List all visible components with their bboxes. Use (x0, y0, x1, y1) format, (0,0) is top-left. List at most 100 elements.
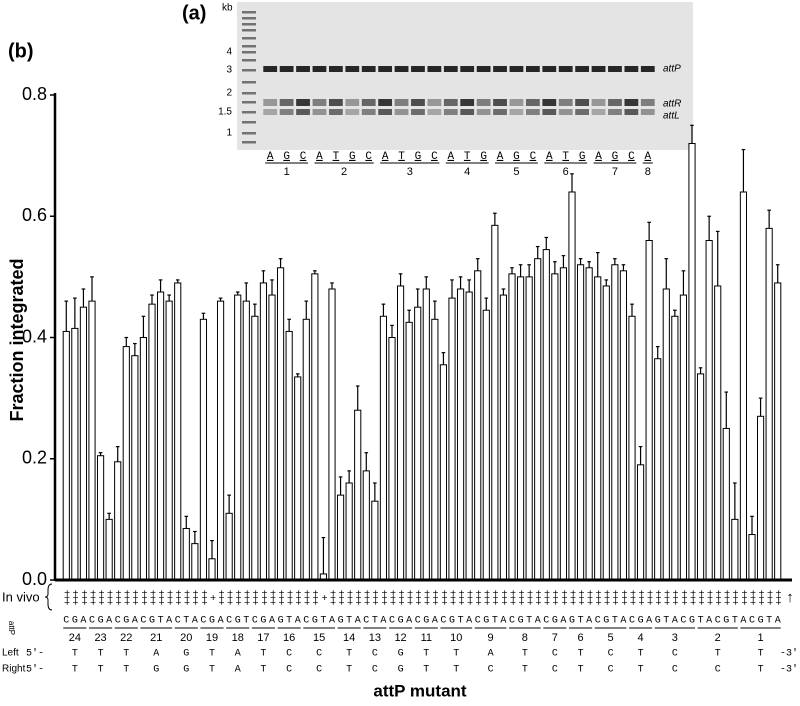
bar (585, 267, 593, 581)
bar (414, 306, 422, 581)
gel-band (591, 109, 606, 115)
lane-letter: G (480, 151, 487, 163)
in-vivo-mark: +++ (549, 590, 560, 606)
error-bar (227, 494, 231, 514)
in-vivo-mark: +++ (344, 590, 355, 606)
in-vivo-mark: +++ (618, 590, 629, 606)
group-label: 3 (672, 632, 678, 644)
error-bar (570, 173, 574, 192)
error-bar (141, 315, 146, 338)
gel-band (493, 99, 507, 106)
bar (336, 494, 345, 581)
x-tick-label: G (423, 616, 429, 627)
ladder-band (242, 37, 256, 40)
left-base: T (715, 649, 721, 660)
in-vivo-mark: +++ (429, 590, 440, 606)
lane-number: 6 (563, 166, 569, 178)
left-base: T (72, 649, 78, 660)
bar (165, 300, 173, 581)
in-vivo-mark: +++ (515, 590, 526, 606)
error-bar (595, 252, 600, 277)
left-base: G (183, 649, 189, 660)
error-bar (167, 294, 171, 302)
in-vivo-label: In vivo (2, 589, 40, 604)
bar (774, 282, 782, 581)
y-axis-label: Fraction integrated (7, 258, 27, 421)
error-bar (81, 288, 86, 308)
gel-band (542, 66, 557, 72)
bar (62, 330, 70, 581)
error-bar (707, 215, 711, 241)
bar (148, 303, 156, 581)
error-bar (664, 258, 669, 289)
error-bar (475, 258, 480, 271)
gel-band (296, 99, 310, 106)
error-bar (501, 288, 506, 296)
ladder-band (242, 111, 256, 114)
right-base: T (72, 665, 78, 676)
bar (611, 264, 619, 581)
lane-letter: A (447, 151, 454, 163)
error-bar (673, 309, 677, 317)
error-bar (133, 342, 137, 356)
x-tick-label: G (655, 616, 661, 627)
x-tick-label: T (346, 616, 352, 627)
x-tick-label: G (278, 616, 284, 627)
left-base: T (453, 649, 459, 660)
lane-number: 8 (645, 166, 651, 178)
right-label: Right (2, 664, 26, 675)
error-bar (304, 300, 309, 320)
bar (216, 300, 225, 581)
right-base: C (372, 665, 378, 676)
lane-letter: G (612, 151, 619, 163)
x-tick-label: A (535, 616, 541, 627)
in-vivo-mark: +++ (86, 590, 97, 606)
bar (662, 288, 670, 581)
left-base: T (423, 649, 429, 660)
gel-band (558, 99, 573, 106)
x-tick-label: A (740, 616, 746, 627)
left-base: T (123, 649, 129, 660)
error-bar (698, 367, 703, 374)
error-bar (278, 258, 283, 268)
gel-band (427, 99, 442, 106)
gel-band (443, 99, 458, 106)
bar (88, 300, 96, 581)
bar (354, 409, 362, 581)
in-vivo-mark: +++ (686, 590, 697, 606)
in-vivo-mark: +++ (69, 590, 80, 606)
group-label: 1 (758, 632, 764, 644)
error-bar (647, 221, 651, 241)
left-base: T (260, 649, 266, 660)
in-vivo-mark: +++ (369, 590, 380, 606)
bar (482, 309, 490, 581)
ladder-band (242, 141, 256, 144)
lane-number: 1 (284, 166, 290, 178)
error-bar (115, 446, 120, 462)
in-vivo-mark: +++ (738, 590, 749, 606)
in-vivo-mark: +++ (575, 590, 586, 606)
x-tick-label: C (595, 616, 601, 627)
x-tick-label: T (458, 616, 464, 627)
group-label: 4 (638, 632, 644, 644)
x-tick-label: C (63, 616, 69, 627)
bar (311, 273, 319, 581)
bar (559, 267, 568, 581)
lane-number: 4 (464, 166, 470, 178)
bar (174, 282, 182, 581)
error-bar (210, 539, 214, 559)
bar (182, 527, 190, 581)
group-label: 18 (232, 632, 244, 644)
gel-band (394, 66, 409, 72)
in-vivo-mark: +++ (258, 590, 269, 606)
gel-band (443, 109, 458, 115)
bar (756, 415, 765, 581)
group-label: 19 (206, 632, 218, 644)
error-bar (527, 264, 531, 277)
bar (474, 270, 482, 581)
x-tick-label: G (689, 616, 695, 627)
bar (294, 376, 302, 581)
x-tick-label: C (200, 616, 206, 627)
bar (456, 288, 465, 581)
bar (722, 427, 730, 581)
